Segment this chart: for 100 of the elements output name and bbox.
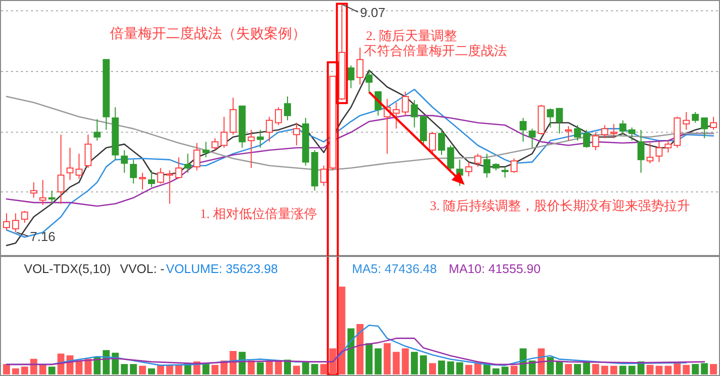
bar: [320, 364, 328, 374]
bar: [429, 363, 436, 374]
candlestick: [57, 134, 64, 204]
candlestick: [30, 182, 38, 198]
bar: [347, 328, 354, 374]
bar: [338, 286, 346, 374]
bar: [84, 358, 92, 374]
bar: [166, 364, 174, 374]
bar: [130, 364, 137, 374]
bar: [410, 352, 418, 374]
candlestick: [438, 128, 446, 156]
candlestick: [656, 141, 663, 163]
bar: [402, 348, 409, 374]
bar: [520, 348, 527, 374]
bar: [574, 364, 581, 374]
bar: [366, 343, 373, 374]
bar: [311, 364, 318, 374]
bar: [583, 362, 590, 374]
annotation: 3. 随后持续调整，股价长期没有迎来强势拉升: [430, 198, 690, 213]
bar: [21, 366, 28, 374]
candlestick: [202, 141, 210, 158]
bar: [57, 354, 64, 374]
bar: [564, 364, 572, 374]
candlestick: [184, 153, 192, 174]
bar: [356, 324, 364, 374]
candlestick: [39, 179, 46, 206]
bar: [483, 364, 490, 374]
candlestick: [248, 129, 255, 169]
bar: [374, 348, 382, 374]
candlestick: [66, 147, 74, 180]
bar: [710, 364, 717, 374]
bar: [157, 364, 164, 374]
bar: [646, 364, 654, 374]
bar: [329, 348, 336, 374]
bar: [456, 362, 464, 374]
bar: [48, 366, 56, 374]
annotation: 7.16: [30, 229, 56, 244]
bar: [76, 361, 83, 374]
bar: [39, 364, 46, 374]
bar: [94, 357, 101, 374]
text: VOLUME: 35623.98: [166, 262, 278, 276]
candlestick: [120, 150, 128, 174]
annotation: 不符合倍量梅开二度战法: [364, 43, 507, 58]
bar: [12, 368, 20, 374]
bar: [465, 364, 472, 374]
bar: [420, 355, 427, 374]
bar: [592, 364, 600, 374]
bar: [139, 366, 146, 374]
bar: [212, 364, 218, 374]
candlestick: [256, 129, 264, 148]
bar: [438, 360, 446, 374]
bar: [674, 363, 681, 374]
bar: [692, 364, 699, 374]
annotation: 2. 随后天量调整: [366, 28, 457, 43]
bar: [256, 362, 264, 374]
bar: [556, 361, 563, 374]
bar: [30, 358, 38, 374]
bar: [528, 360, 536, 374]
bar: [3, 364, 10, 374]
candlestick: [637, 129, 644, 174]
bar: [656, 366, 663, 374]
candlestick: [410, 100, 418, 128]
bar: [148, 368, 156, 374]
text: VVOL: -: [120, 262, 164, 276]
bar: [120, 364, 128, 374]
bar: [293, 366, 300, 374]
bar: [102, 350, 110, 374]
bar: [392, 352, 400, 374]
candlestick: [293, 122, 300, 146]
bar: [502, 366, 508, 374]
candlestick: [682, 112, 690, 130]
bar: [274, 360, 282, 374]
candlestick: [392, 102, 400, 130]
text: 倍量梅开二度战法（失败案例）: [110, 25, 306, 42]
bar: [510, 366, 518, 374]
bar: [447, 361, 454, 374]
candlestick: [130, 159, 137, 184]
bar: [628, 366, 636, 374]
bar: [601, 366, 608, 374]
bar: [610, 366, 618, 374]
candlestick: [284, 96, 291, 121]
bar: [202, 364, 210, 374]
text: MA10: 41555.90: [448, 262, 541, 276]
annotation: 1. 相对低位倍量涨停: [200, 206, 317, 221]
bar: [302, 362, 310, 374]
annotation: 9.07: [360, 5, 386, 20]
bar: [384, 343, 391, 374]
bar: [619, 366, 626, 374]
text: VOL-TDX(5,10): [24, 262, 111, 276]
candlestick: [48, 190, 56, 204]
text: MA5: 47436.48: [352, 262, 437, 276]
bar: [474, 363, 482, 374]
bar: [546, 357, 554, 374]
bar: [664, 366, 672, 374]
bar: [266, 360, 273, 374]
candlestick: [356, 47, 364, 86]
bar: [682, 364, 690, 374]
candlestick: [465, 162, 472, 177]
bar: [492, 368, 500, 374]
bar: [700, 363, 708, 374]
